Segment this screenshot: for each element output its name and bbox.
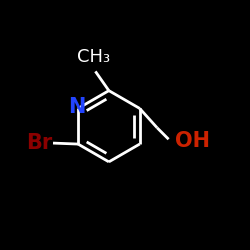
Text: N: N: [68, 98, 86, 117]
Text: OH: OH: [175, 131, 210, 151]
Text: Br: Br: [26, 133, 52, 153]
Text: CH₃: CH₃: [77, 48, 110, 66]
